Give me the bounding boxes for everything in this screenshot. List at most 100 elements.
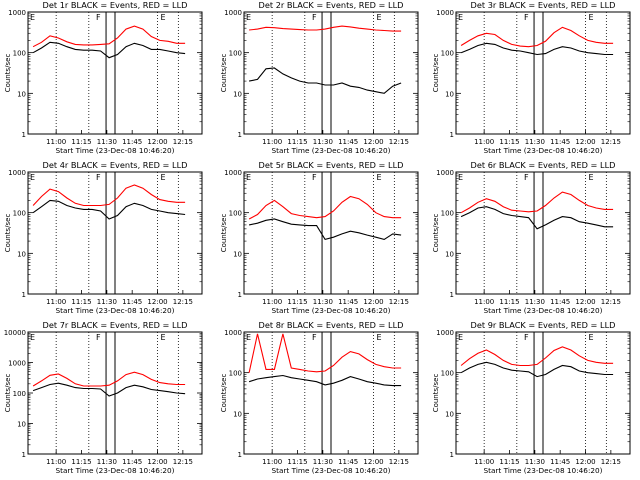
detector-panel-7: Det 7r BLACK = Events, RED = LLD E F E 1 10 10…: [4, 320, 203, 475]
x-tick-label: 12:00: [575, 138, 595, 146]
detector-panel-4: Det 4r BLACK = Events, RED = LLD E F E 1 10 10…: [4, 160, 203, 315]
events-series-line: [248, 67, 402, 94]
lld-series-line: [32, 371, 186, 387]
y-tick-label: 1000: [224, 169, 242, 177]
y-tick-label: 100: [229, 210, 242, 218]
events-series-line: [460, 206, 614, 230]
x-tick-label: 11:45: [122, 138, 142, 146]
x-tick-label: 11:15: [499, 298, 519, 306]
x-tick-label: 11:30: [97, 138, 117, 146]
y-tick-label: 1000: [8, 9, 26, 17]
marker-label-E: E: [458, 13, 463, 22]
marker-label-E: E: [246, 13, 251, 22]
x-tick-label: 11:30: [525, 458, 545, 466]
x-tick-label: 11:00: [46, 138, 66, 146]
marker-label-F: F: [312, 173, 317, 182]
lld-series-line: [460, 191, 614, 214]
x-axis-label: Start Time (23-Dec-08 10:46:20): [483, 146, 602, 155]
x-tick-label: 11:45: [550, 138, 570, 146]
x-tick-label: 12:00: [575, 298, 595, 306]
x-tick-label: 12:15: [389, 138, 409, 146]
y-tick-label: 1: [450, 451, 454, 459]
y-axis-label: Counts/sec: [432, 374, 440, 413]
marker-label-E: E: [246, 333, 251, 342]
marker-label-F: F: [96, 13, 101, 22]
lld-series-line: [248, 195, 402, 220]
panel-title: Det 8r BLACK = Events, RED = LLD: [259, 320, 404, 330]
x-axis-label: Start Time (23-Dec-08 10:46:20): [271, 306, 390, 315]
x-tick-label: 12:00: [147, 458, 167, 466]
y-tick-label: 1000: [224, 329, 242, 337]
y-tick-label: 100: [229, 50, 242, 58]
x-tick-label: 11:00: [262, 458, 282, 466]
y-tick-label: 1000: [224, 9, 242, 17]
y-tick-label: 10: [233, 90, 242, 98]
x-tick-label: 11:45: [550, 298, 570, 306]
y-axis-label: Counts/sec: [220, 54, 228, 93]
x-tick-label: 11:00: [46, 458, 66, 466]
x-tick-label: 11:30: [97, 298, 117, 306]
y-tick-label: 100: [13, 390, 26, 398]
y-tick-label: 1: [238, 291, 242, 299]
x-tick-label: 12:15: [601, 298, 621, 306]
x-tick-label: 11:30: [313, 458, 333, 466]
y-tick-label: 100: [13, 210, 26, 218]
events-series-line: [32, 199, 186, 220]
x-tick-label: 11:30: [313, 138, 333, 146]
marker-label-F: F: [524, 333, 529, 342]
x-tick-label: 11:15: [71, 458, 91, 466]
x-tick-label: 11:00: [46, 298, 66, 306]
x-tick-label: 11:15: [287, 138, 307, 146]
x-tick-label: 11:15: [71, 138, 91, 146]
marker-label-E: E: [30, 173, 35, 182]
x-tick-label: 11:15: [71, 298, 91, 306]
panel-title: Det 3r BLACK = Events, RED = LLD: [471, 0, 616, 10]
y-tick-label: 1: [22, 131, 26, 139]
y-tick-label: 100: [441, 370, 454, 378]
y-tick-label: 1: [450, 291, 454, 299]
events-series-line: [460, 42, 614, 56]
y-tick-label: 10: [17, 421, 26, 429]
detector-panel-5: Det 5r BLACK = Events, RED = LLD E F E 1 10 10…: [220, 160, 419, 315]
marker-label-E: E: [589, 333, 594, 342]
x-axis-label: Start Time (23-Dec-08 10:46:20): [55, 146, 174, 155]
y-axis-label: Counts/sec: [220, 214, 228, 253]
detector-panel-8: Det 8r BLACK = Events, RED = LLD E F E 1 10 10…: [220, 320, 419, 475]
x-tick-label: 12:15: [173, 458, 193, 466]
y-tick-label: 1000: [8, 360, 26, 368]
detector-panel-2: Det 2r BLACK = Events, RED = LLD E F E 1 10 10…: [220, 0, 419, 155]
marker-label-E: E: [589, 173, 594, 182]
y-tick-label: 100: [229, 370, 242, 378]
x-tick-label: 11:00: [262, 138, 282, 146]
panel-title: Det 5r BLACK = Events, RED = LLD: [259, 160, 404, 170]
marker-label-F: F: [96, 173, 101, 182]
marker-label-E: E: [30, 333, 35, 342]
panel-title: Det 6r BLACK = Events, RED = LLD: [471, 160, 616, 170]
lld-series-line: [460, 346, 614, 367]
x-tick-label: 12:15: [601, 458, 621, 466]
y-tick-label: 1: [22, 451, 26, 459]
x-tick-label: 11:45: [338, 458, 358, 466]
detector-panel-3: Det 3r BLACK = Events, RED = LLD E F E 1 10 10…: [432, 0, 631, 155]
y-tick-label: 1: [238, 131, 242, 139]
y-tick-label: 10: [233, 410, 242, 418]
x-tick-label: 12:00: [363, 458, 383, 466]
events-series-line: [32, 41, 186, 59]
panel-title: Det 1r BLACK = Events, RED = LLD: [43, 0, 188, 10]
x-axis-label: Start Time (23-Dec-08 10:46:20): [271, 466, 390, 475]
x-tick-label: 11:30: [525, 298, 545, 306]
marker-label-E: E: [246, 173, 251, 182]
lld-series-line: [32, 184, 186, 207]
marker-label-E: E: [377, 13, 382, 22]
events-series-line: [248, 218, 402, 241]
x-tick-label: 11:15: [287, 458, 307, 466]
y-tick-label: 100: [441, 210, 454, 218]
x-tick-label: 11:45: [122, 458, 142, 466]
marker-label-F: F: [312, 13, 317, 22]
x-tick-label: 12:15: [389, 298, 409, 306]
lld-series-line: [249, 25, 402, 32]
lld-series-line: [460, 26, 614, 48]
y-axis-label: Counts/sec: [220, 374, 228, 413]
y-tick-label: 1: [22, 291, 26, 299]
